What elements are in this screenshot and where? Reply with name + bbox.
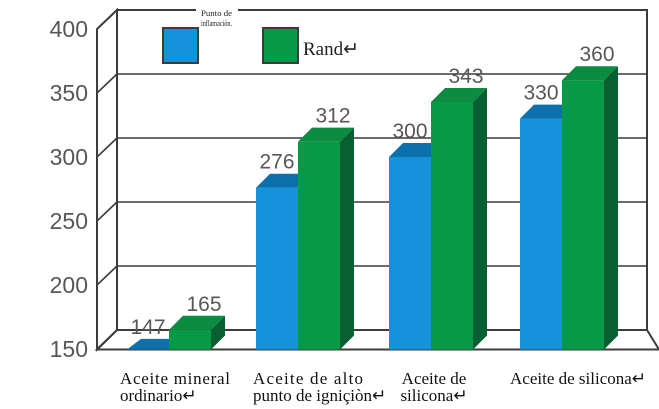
legend-text-backdrop xyxy=(196,3,238,31)
bar-rand-g2-front xyxy=(298,141,340,350)
bar-rand-g4-side xyxy=(604,66,618,350)
wall-tick-150 xyxy=(96,329,118,350)
legend-label-flash-point-line1: Punto de xyxy=(201,9,232,18)
category-label-1-line1: Aceite mineral xyxy=(120,369,230,388)
value-label-flash-point-g1: 147 xyxy=(130,316,165,339)
bar-rand-g4-top xyxy=(562,66,618,81)
bar-rand-g3-front xyxy=(431,101,473,350)
category-label-1-line2: ordinario↵ xyxy=(120,386,197,405)
value-label-rand-g2: 312 xyxy=(315,105,350,128)
value-label-flash-point-g4: 330 xyxy=(523,82,558,105)
category-label-2-line1: Aceite de alto xyxy=(253,369,363,388)
bar-rand-g2-top xyxy=(298,127,354,142)
value-label-rand-g1: 165 xyxy=(186,293,221,316)
value-label-rand-g4: 360 xyxy=(579,43,614,66)
bar-rand-g1-top xyxy=(169,315,225,330)
value-label-flash-point-g3: 300 xyxy=(392,120,427,143)
wall-tick-350 xyxy=(96,73,118,94)
y-tick-label-300: 300 xyxy=(50,144,88,170)
bar-rand-g3-top xyxy=(431,87,487,102)
category-label-3-line1: Aceite de xyxy=(402,369,467,388)
left-wall xyxy=(96,7,118,352)
wall-tick-200 xyxy=(96,265,118,286)
y-tick-label-150: 150 xyxy=(50,336,88,362)
bar-flash-point-g2-front xyxy=(256,187,298,350)
value-label-flash-point-g2: 276 xyxy=(259,151,294,174)
value-label-rand-g3: 343 xyxy=(448,65,483,88)
legend-swatch-rand xyxy=(262,27,299,64)
legend-label-rand: Rand↵ xyxy=(303,39,359,60)
category-label-4-line1: Aceite de silicona↵ xyxy=(510,369,646,388)
wall-tick-400 xyxy=(96,9,118,30)
bar-rand-g4-front xyxy=(562,80,604,350)
wall-tick-250 xyxy=(96,201,118,222)
bar-rand-g1-front xyxy=(169,329,211,350)
y-tick-label-350: 350 xyxy=(50,80,88,106)
category-label-2-line2: punto de igniçiòn↵ xyxy=(253,386,386,405)
y-tick-label-400: 400 xyxy=(50,16,88,42)
bar-flash-point-g4-front xyxy=(520,118,562,350)
bar-flash-point-g3-front xyxy=(389,157,431,350)
bar-rand-g3-side xyxy=(473,87,487,350)
y-tick-label-250: 250 xyxy=(50,208,88,234)
legend-label-flash-point-line2: inflamación. xyxy=(201,19,232,28)
y-tick-label-200: 200 xyxy=(50,272,88,298)
category-label-3-line2: silicona↵ xyxy=(400,386,467,405)
wall-tick-300 xyxy=(96,137,118,158)
legend-swatch-flash-point xyxy=(162,27,199,64)
bar-rand-g2-side xyxy=(340,127,354,350)
bar-rand-g1-side xyxy=(211,315,225,350)
